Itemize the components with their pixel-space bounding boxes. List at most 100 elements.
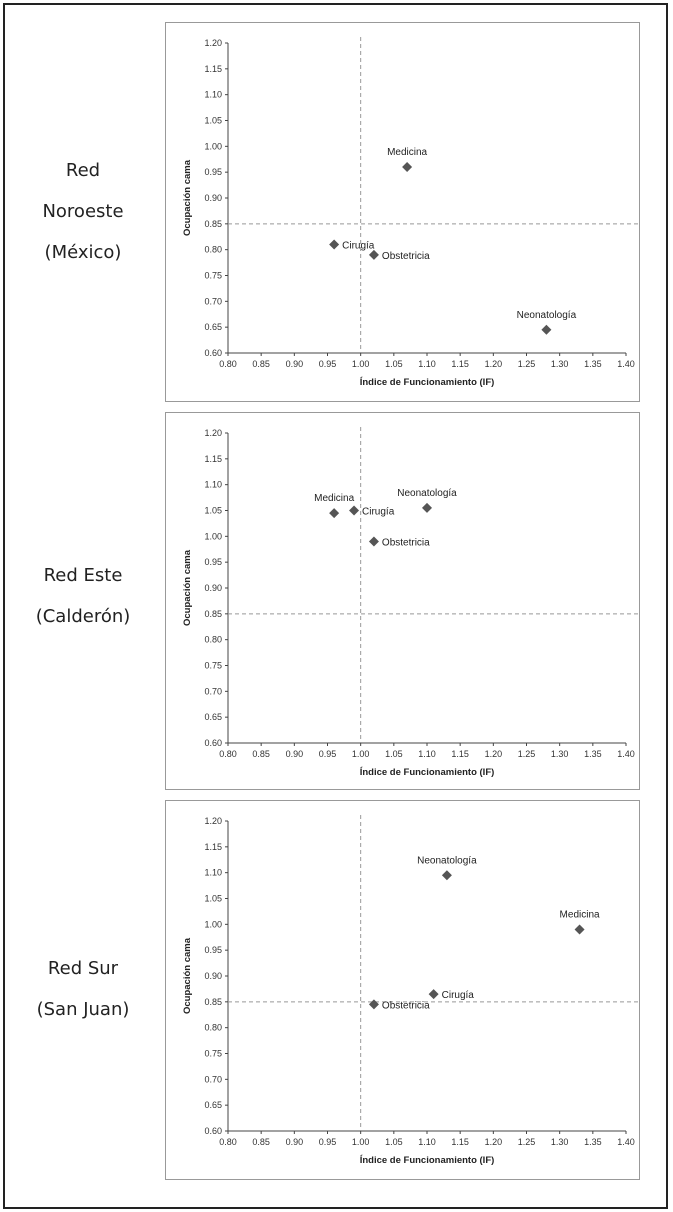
y-tick-label: 0.95 [204, 945, 222, 955]
y-tick-label: 0.90 [204, 583, 222, 593]
y-tick-label: 0.70 [204, 686, 222, 696]
data-point-label: Neonatología [417, 855, 477, 866]
row-label-sur: Red Sur (San Juan) [18, 948, 148, 1030]
data-point-marker [329, 239, 340, 250]
row-label-line: Red Sur [47, 958, 119, 979]
x-axis-title: Índice de Funcionamiento (IF) [360, 1155, 495, 1166]
y-tick-label: 0.60 [204, 738, 222, 748]
y-tick-label: 1.00 [204, 141, 222, 151]
x-tick-label: 0.80 [219, 1137, 237, 1147]
x-tick-label: 1.30 [551, 749, 569, 759]
x-tick-label: 0.90 [286, 359, 304, 369]
y-tick-label: 1.20 [204, 428, 222, 438]
row-label-line: Red Este [43, 565, 123, 586]
data-point-marker [441, 870, 452, 881]
y-tick-label: 0.70 [204, 296, 222, 306]
y-tick-label: 1.10 [204, 480, 222, 490]
x-tick-label: 1.15 [451, 359, 469, 369]
row-label-line: (Calderón) [35, 606, 131, 627]
y-tick-label: 1.05 [204, 506, 222, 516]
x-axis-title: Índice de Funcionamiento (IF) [360, 767, 495, 778]
x-tick-label: 0.85 [252, 359, 270, 369]
data-point-label: Cirugía [342, 241, 375, 252]
y-tick-label: 0.90 [204, 971, 222, 981]
x-tick-label: 1.40 [617, 359, 635, 369]
data-point-marker [329, 508, 340, 519]
x-tick-label: 1.05 [385, 1137, 403, 1147]
x-tick-label: 0.80 [219, 749, 237, 759]
data-point-label: Neonatología [397, 488, 457, 499]
x-tick-label: 0.85 [252, 749, 270, 759]
scatter-chart-noroeste: 0.60 0.65 0.70 0.75 0.80 0.85 0.90 0.95 1.00 1.05… [182, 37, 638, 388]
y-tick-label: 0.65 [204, 1100, 222, 1110]
row-label-line: (San Juan) [36, 999, 130, 1020]
y-tick-label: 1.00 [204, 531, 222, 541]
y-tick-label: 1.10 [204, 868, 222, 878]
x-tick-label: 0.95 [319, 359, 337, 369]
row-label-line: Noroeste [42, 201, 124, 222]
x-tick-label: 0.95 [319, 1137, 337, 1147]
x-tick-label: 1.40 [617, 749, 635, 759]
x-tick-label: 0.90 [286, 1137, 304, 1147]
x-tick-label: 1.30 [551, 359, 569, 369]
y-tick-label: 0.80 [204, 245, 222, 255]
y-tick-label: 0.75 [204, 1049, 222, 1059]
y-tick-label: 0.80 [204, 1023, 222, 1033]
y-tick-label: 0.90 [204, 193, 222, 203]
row-label-line: Red [65, 160, 101, 181]
x-tick-label: 1.05 [385, 749, 403, 759]
y-tick-label: 1.10 [204, 90, 222, 100]
y-axis-title: Ocupación cama [182, 159, 193, 236]
data-point-label: Medicina [314, 493, 354, 504]
x-tick-label: 0.80 [219, 359, 237, 369]
x-tick-label: 1.40 [617, 1137, 635, 1147]
data-point-marker [368, 536, 379, 547]
y-tick-label: 0.85 [204, 219, 222, 229]
y-tick-label: 0.60 [204, 348, 222, 358]
row-label-noroeste: Red Noroeste (México) [18, 150, 148, 273]
y-tick-label: 0.95 [204, 167, 222, 177]
y-tick-label: 1.05 [204, 894, 222, 904]
x-tick-label: 1.20 [485, 749, 503, 759]
data-point-marker [368, 249, 379, 260]
x-tick-label: 1.00 [352, 1137, 370, 1147]
x-tick-label: 1.20 [485, 359, 503, 369]
x-tick-label: 1.30 [551, 1137, 569, 1147]
x-tick-label: 1.35 [584, 359, 602, 369]
x-tick-label: 0.90 [286, 749, 304, 759]
y-tick-label: 1.15 [204, 454, 222, 464]
data-point-marker [541, 324, 552, 335]
data-point-label: Cirugía [362, 507, 395, 518]
y-tick-label: 1.15 [204, 64, 222, 74]
row-label-este: Red Este (Calderón) [18, 555, 148, 637]
scatter-chart-sur: 0.60 0.65 0.70 0.75 0.80 0.85 0.90 0.95 1.00 1.05… [182, 815, 638, 1166]
y-tick-label: 1.15 [204, 842, 222, 852]
chart-panel-noroeste: 0.60 0.65 0.70 0.75 0.80 0.85 0.90 0.95 1.00 1.05… [165, 22, 640, 402]
y-tick-label: 0.95 [204, 557, 222, 567]
y-tick-label: 1.20 [204, 38, 222, 48]
y-tick-label: 0.60 [204, 1126, 222, 1136]
data-point-label: Medicina [560, 910, 600, 921]
data-point-marker [422, 502, 432, 513]
x-tick-label: 1.35 [584, 749, 602, 759]
y-tick-label: 1.05 [204, 116, 222, 126]
x-tick-label: 0.95 [319, 749, 337, 759]
data-point-marker [349, 505, 360, 516]
y-tick-label: 0.65 [204, 712, 222, 722]
y-tick-label: 0.65 [204, 322, 222, 332]
x-tick-label: 1.15 [451, 1137, 469, 1147]
y-axis-title: Ocupación cama [182, 549, 193, 626]
x-tick-label: 1.10 [418, 749, 436, 759]
data-point-marker [368, 999, 379, 1010]
y-axis-title: Ocupación cama [182, 937, 193, 1014]
x-tick-label: 0.85 [252, 1137, 270, 1147]
data-point-label: Obstetricia [382, 538, 430, 549]
scatter-chart-este: 0.60 0.65 0.70 0.75 0.80 0.85 0.90 0.95 1.00 1.05… [182, 427, 638, 778]
x-tick-label: 1.00 [352, 749, 370, 759]
y-tick-label: 0.70 [204, 1074, 222, 1084]
y-tick-label: 0.80 [204, 635, 222, 645]
x-tick-label: 1.35 [584, 1137, 602, 1147]
x-tick-label: 1.20 [485, 1137, 503, 1147]
y-tick-label: 0.85 [204, 997, 222, 1007]
x-tick-label: 1.25 [518, 1137, 536, 1147]
